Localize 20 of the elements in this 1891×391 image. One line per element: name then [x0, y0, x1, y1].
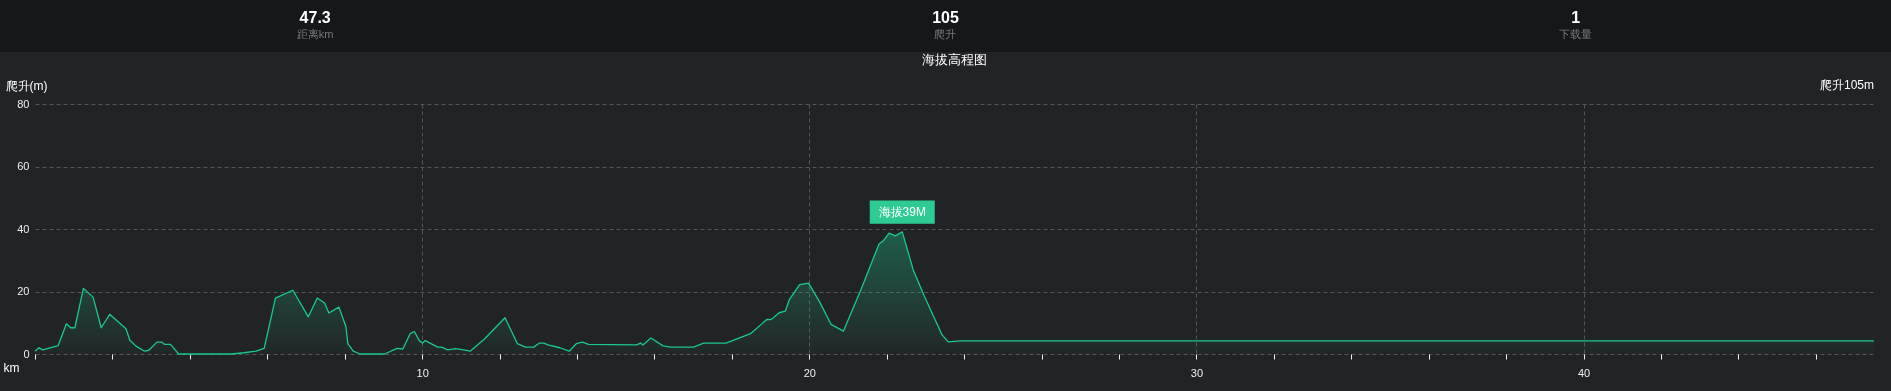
- x-tick-label: 20: [803, 366, 816, 379]
- x-tick-label: 10: [416, 366, 429, 379]
- text: 距离km: [295, 27, 335, 41]
- y-axis-title: 爬升(m): [5, 78, 48, 93]
- text: 105: [931, 9, 960, 27]
- chart-title: 海拔高程图: [922, 52, 987, 67]
- text: 爬升: [933, 27, 958, 41]
- x-axis-title: km: [3, 360, 20, 375]
- text: 爬升105m: [1819, 78, 1874, 92]
- text: 47.3: [298, 9, 332, 27]
- y-tick-label: 0: [23, 347, 30, 360]
- text: 1: [1570, 9, 1582, 27]
- x-tick-label: 30: [1190, 366, 1204, 379]
- y-tick-label: 20: [17, 285, 30, 297]
- y-tick-label: 80: [17, 97, 30, 110]
- y-tick-label: 40: [17, 222, 30, 235]
- annotation: 海拔39M: [878, 205, 926, 220]
- text: 下载量: [1558, 27, 1594, 41]
- x-tick-label: 40: [1578, 366, 1591, 379]
- y-tick-label: 60: [17, 160, 30, 172]
